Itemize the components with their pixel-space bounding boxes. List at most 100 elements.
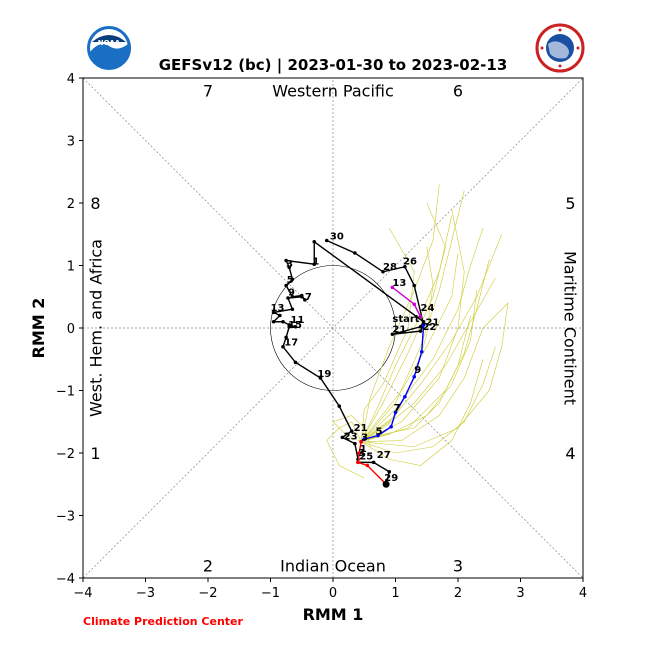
series-point: [271, 310, 276, 315]
series-point: [353, 251, 357, 255]
y-tick-label: −3: [56, 510, 75, 525]
series-point: [365, 463, 370, 468]
ensemble-member-line: [361, 259, 490, 443]
date-label: 21: [354, 423, 368, 434]
series-point: [421, 319, 426, 324]
series-point: [299, 294, 304, 299]
ensemble-member-line: [361, 346, 496, 454]
date-label: 9: [288, 288, 295, 299]
phase-number: 2: [203, 557, 213, 576]
date-label: 13: [392, 278, 406, 289]
ensemble-member-line: [360, 215, 453, 442]
series-point: [419, 349, 424, 354]
x-tick-label: −4: [73, 586, 92, 601]
series-point: [290, 294, 295, 299]
x-tick-label: 1: [391, 586, 399, 601]
date-label: 5: [376, 426, 383, 437]
y-tick-label: 2: [67, 197, 75, 212]
series-point: [418, 324, 423, 329]
ensemble-member-line: [360, 234, 503, 442]
series-point: [312, 239, 317, 244]
phase-number: 5: [565, 194, 575, 213]
ensemble-member-line: [360, 184, 440, 442]
series-point: [337, 404, 342, 408]
series-point: [389, 424, 393, 429]
series-point: [286, 296, 290, 300]
series-point: [390, 332, 395, 337]
date-label: 21: [392, 324, 406, 335]
date-label: 19: [317, 369, 331, 380]
series-line: [271, 239, 425, 485]
series-point: [359, 439, 363, 444]
series-point: [293, 324, 298, 329]
date-label: start: [392, 314, 419, 325]
y-tick-label: −4: [56, 572, 75, 587]
date-label: 21: [426, 318, 440, 329]
ensemble-member-line: [360, 202, 446, 442]
ensemble-member-line: [326, 421, 365, 479]
series-point: [290, 307, 295, 312]
series-point: [312, 262, 317, 267]
y-tick-label: −1: [56, 385, 75, 400]
series-point: [403, 264, 407, 269]
date-label: 1: [312, 256, 319, 267]
ensemble-member-line: [360, 277, 496, 443]
date-label: 3: [358, 448, 365, 459]
date-label: 30: [330, 231, 344, 242]
series-point: [412, 283, 417, 288]
date-label: 7: [305, 292, 312, 303]
x-tick-label: −2: [198, 586, 217, 601]
ensemble-member-line: [332, 415, 371, 447]
series-point: [318, 376, 323, 380]
series-point: [387, 469, 392, 474]
series-point: [287, 265, 292, 270]
series-point: [340, 435, 345, 440]
noaa-logo: NOAA: [85, 24, 133, 72]
date-label: 28: [383, 262, 397, 273]
phase-number: 1: [90, 444, 100, 463]
series-point: [412, 374, 417, 379]
date-label: 25: [359, 451, 373, 462]
date-label: 29: [384, 473, 398, 484]
region-label-left: West. Hem. and Africa: [87, 239, 106, 417]
series-point: [421, 323, 426, 327]
date-label: 27: [377, 450, 391, 461]
date-label: 9: [414, 365, 421, 376]
series-point: [281, 319, 285, 324]
series-point: [418, 314, 423, 319]
series-point: [324, 238, 329, 243]
y-tick-label: 4: [67, 72, 75, 87]
date-label: 23: [344, 431, 358, 442]
series-point: [284, 335, 288, 340]
y-tick-label: 3: [67, 135, 75, 150]
ensemble-member-line: [360, 209, 465, 443]
x-tick-label: 3: [516, 586, 524, 601]
series-point: [271, 319, 276, 324]
x-tick-label: 4: [579, 586, 587, 601]
date-label: 3: [286, 259, 293, 270]
forecast-end-point: [382, 480, 390, 488]
series-point: [376, 433, 380, 438]
series-point: [290, 277, 295, 282]
date-label: 11: [291, 315, 305, 326]
ensemble-member-line: [360, 252, 459, 442]
chart-title: GEFSv12 (bc) | 2023-01-30 to 2023-02-13: [159, 56, 508, 75]
ensemble-member-line: [360, 359, 484, 466]
date-label: 5: [287, 275, 294, 286]
series-point: [357, 451, 362, 455]
region-label-top: Western Pacific: [272, 82, 394, 101]
region-label-bottom: Indian Ocean: [280, 557, 386, 576]
date-label: 17: [284, 338, 298, 349]
x-tick-label: 2: [454, 586, 462, 601]
series-line: [360, 324, 425, 443]
ensemble-member-line: [360, 190, 465, 442]
x-tick-label: −1: [261, 586, 280, 601]
y-tick-label: 1: [67, 260, 75, 275]
date-label: 13: [271, 303, 285, 314]
series-point: [349, 429, 354, 433]
phase-number: 6: [453, 82, 463, 101]
nws-logo: [535, 23, 585, 73]
series-point: [287, 324, 292, 329]
ensemble-member-line: [360, 227, 415, 442]
